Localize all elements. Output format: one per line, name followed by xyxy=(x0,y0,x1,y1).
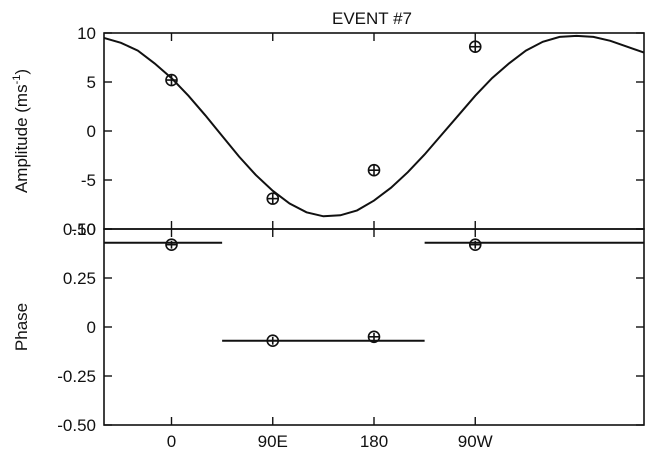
phase-x-tick-label: 90E xyxy=(258,432,288,451)
amplitude-y-tick-label: -10 xyxy=(71,220,96,239)
amplitude-y-tick-label: -5 xyxy=(81,171,96,190)
phase-y-tick-label: -0.25 xyxy=(57,367,96,386)
amplitude-y-tick-label: 10 xyxy=(77,24,96,43)
phase-y-tick-label: -0.50 xyxy=(57,416,96,435)
phase-axis-title: Phase xyxy=(12,303,31,351)
phase-x-axis: 0 90E 180 90W xyxy=(167,229,493,451)
amplitude-x-ticks xyxy=(170,33,476,229)
amplitude-axis-title-base: Amplitude (ms xyxy=(12,84,31,193)
amplitude-y-tick-label: 5 xyxy=(87,73,96,92)
phase-points xyxy=(165,238,482,348)
amplitude-y-tick-label: 0 xyxy=(87,122,96,141)
phase-panel: 0.50 0.25 0 -0.25 -0.50 0 90E 180 90W Phase xyxy=(12,220,645,451)
phase-frame xyxy=(103,228,645,426)
phase-y-tick-label: 0 xyxy=(87,318,96,337)
phase-y-tick-label: 0.25 xyxy=(63,269,96,288)
amplitude-points xyxy=(165,40,482,205)
amplitude-axis-title: Amplitude (ms-1) xyxy=(11,69,31,193)
amplitude-axis-title-close: ) xyxy=(12,69,31,75)
phase-y-tick-label: 0.50 xyxy=(63,220,96,239)
amplitude-y-axis: 10 5 0 -5 -10 xyxy=(71,24,644,239)
chart-title: EVENT #7 xyxy=(332,9,412,28)
amplitude-panel: 10 5 0 -5 -10 Amplitude (ms-1) xyxy=(11,24,645,239)
phase-x-tick-label: 180 xyxy=(360,432,388,451)
amplitude-axis-title-superscript: -1 xyxy=(11,75,23,85)
phase-x-tick-label: 90W xyxy=(458,432,493,451)
phase-y-axis: 0.50 0.25 0 -0.25 -0.50 xyxy=(57,220,644,435)
amplitude-fit-curve xyxy=(103,34,645,218)
phase-x-tick-label: 0 xyxy=(167,432,176,451)
phase-step-lines xyxy=(104,241,644,342)
